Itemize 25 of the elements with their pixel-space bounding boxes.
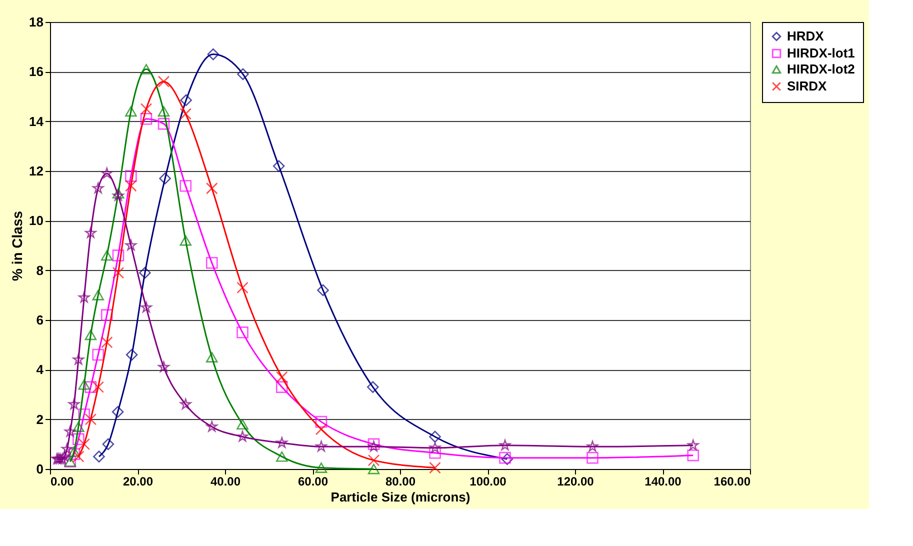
y-tick-label: 2	[36, 412, 44, 427]
y-tick-label: 6	[36, 312, 44, 328]
y-tick-label: 14	[29, 114, 44, 129]
y-tick-label: 18	[29, 14, 44, 30]
y-axis-title: % in Class	[9, 210, 26, 282]
y-tick-label: 0	[36, 462, 44, 476]
x-axis-title: Particle Size (microns)	[330, 490, 470, 504]
legend-label: SIRDX	[787, 78, 828, 94]
y-tick-label: 12	[29, 164, 44, 178]
legend-label: HIRDX-lot2	[787, 62, 855, 76]
x-tick-label: 20.00	[122, 474, 154, 488]
x-tick-label: 40.00	[210, 474, 241, 488]
y-tick-label: 4	[36, 362, 44, 378]
y-tick-label: 10	[29, 213, 44, 228]
x-tick-label: 80.00	[385, 474, 416, 488]
y-tick-label: 8	[36, 262, 44, 278]
x-tick-label: 60.00	[298, 474, 328, 488]
y-tick-label: 16	[29, 64, 44, 80]
x-tick-label: 0.00	[50, 474, 74, 488]
legend-label: HRDX	[787, 28, 824, 44]
x-tick-label: 140.00	[644, 474, 682, 488]
legend-label: HIRDX-lot1	[787, 46, 855, 60]
x-tick-label: 100.00	[470, 474, 507, 488]
x-tick-label: 160.00	[714, 474, 751, 488]
x-tick-label: 120.00	[557, 474, 594, 488]
